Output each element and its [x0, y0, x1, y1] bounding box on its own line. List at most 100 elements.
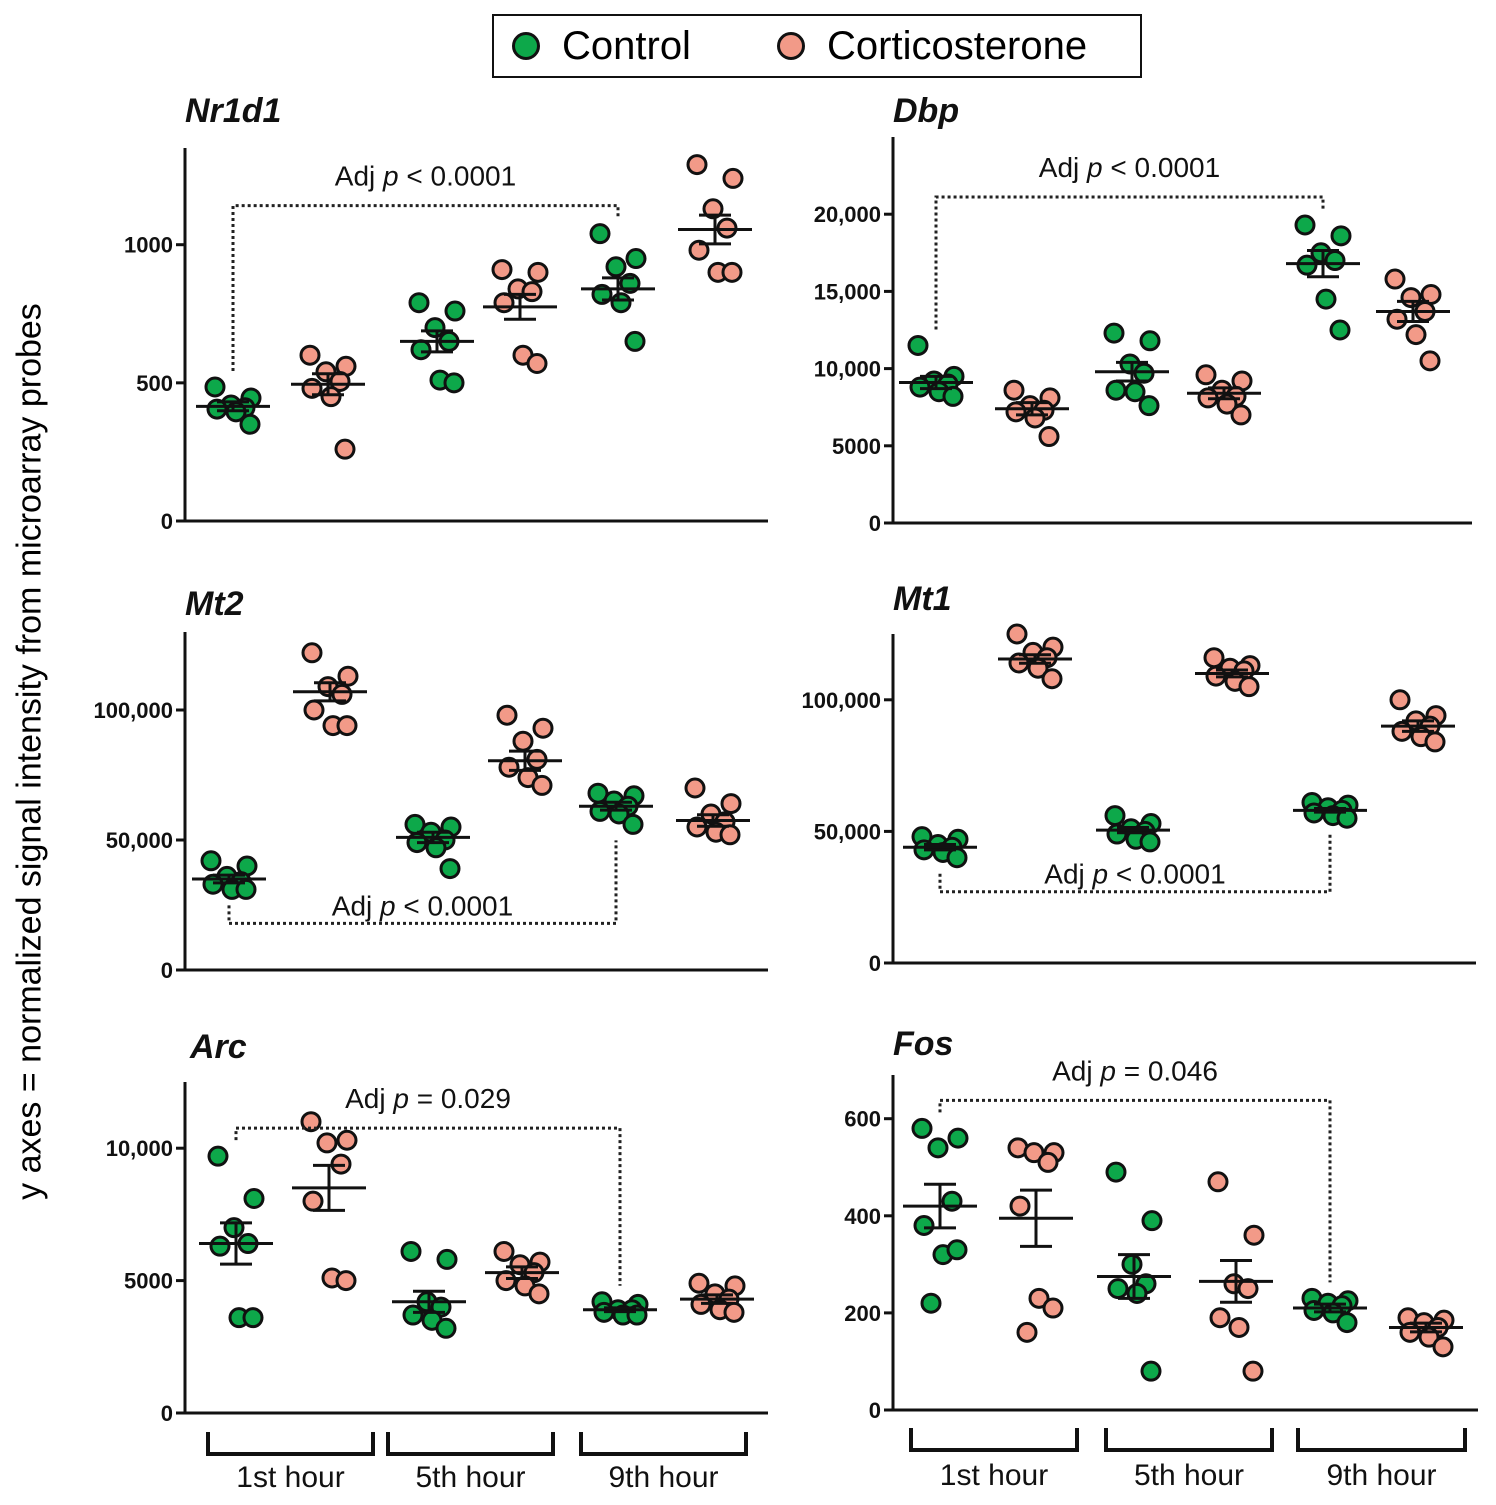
- data-point-corticosterone: [1203, 647, 1225, 669]
- data-point-corticosterone: [303, 699, 325, 721]
- data-point-control: [1103, 322, 1125, 344]
- data-point-control: [625, 248, 647, 270]
- data-point-control: [907, 334, 929, 356]
- y-tick-label: 0: [161, 1401, 173, 1426]
- data-point-corticosterone: [336, 1129, 358, 1151]
- data-point-corticosterone: [1037, 1151, 1059, 1173]
- significance-bracket: [227, 840, 618, 925]
- data-point-control: [1141, 1210, 1163, 1232]
- data-point-corticosterone: [1016, 1321, 1038, 1343]
- data-point-control: [444, 300, 466, 322]
- y-tick-label: 0: [869, 511, 881, 536]
- data-point-corticosterone: [1432, 1336, 1454, 1358]
- time-bracket: [206, 1432, 375, 1456]
- data-point-corticosterone: [1230, 404, 1252, 426]
- significance-label: Adj p = 0.029: [345, 1083, 511, 1114]
- data-point-control: [1294, 214, 1316, 236]
- significance-value: < 0.0001: [1103, 152, 1221, 183]
- data-point-corticosterone: [1003, 379, 1025, 401]
- time-label: 1st hour: [940, 1459, 1048, 1492]
- data-point-corticosterone: [526, 353, 548, 375]
- data-point-control: [946, 1239, 968, 1261]
- legend-item-corticosterone: Corticosterone: [777, 24, 1087, 68]
- data-point-control: [1330, 225, 1352, 247]
- data-point-corticosterone: [1243, 1224, 1265, 1246]
- significance-value: < 0.0001: [1108, 859, 1226, 890]
- data-point-control: [947, 1127, 969, 1149]
- data-point-corticosterone: [1006, 623, 1028, 645]
- data-point-corticosterone: [1424, 731, 1446, 753]
- significance-p: p: [1086, 152, 1103, 183]
- data-point-corticosterone: [1209, 1307, 1231, 1329]
- legend-item-control: Control: [512, 24, 691, 68]
- data-point-corticosterone: [688, 239, 710, 261]
- y-tick-label: 5000: [832, 434, 881, 459]
- y-tick-label: 200: [844, 1301, 881, 1326]
- data-point-corticosterone: [1228, 1316, 1250, 1338]
- data-point-corticosterone: [688, 1272, 710, 1294]
- significance-label: Adj p < 0.0001: [332, 890, 513, 921]
- data-point-control: [1336, 1312, 1358, 1334]
- data-point-corticosterone: [1419, 350, 1441, 372]
- data-point-control: [443, 372, 465, 394]
- data-point-control: [1121, 1253, 1143, 1275]
- time-bracket: [1296, 1428, 1467, 1452]
- data-point-corticosterone: [1195, 364, 1217, 386]
- data-point-control: [1315, 288, 1337, 310]
- data-point-corticosterone: [299, 344, 321, 366]
- panel-title: Mt2: [185, 585, 244, 623]
- legend-control-marker: [512, 32, 540, 60]
- data-point-control: [204, 376, 226, 398]
- significance-p: p: [1099, 1055, 1116, 1086]
- data-point-corticosterone: [493, 292, 515, 314]
- data-point-control: [207, 1145, 229, 1167]
- data-point-corticosterone: [1389, 689, 1411, 711]
- data-point-control: [1139, 831, 1161, 853]
- data-point-corticosterone: [491, 259, 513, 281]
- significance-prefix: Adj: [1044, 859, 1092, 890]
- data-point-corticosterone: [532, 717, 554, 739]
- y-tick-label: 0: [161, 958, 173, 983]
- data-point-control: [239, 413, 261, 435]
- y-tick-label: 0: [161, 509, 173, 534]
- data-point-control: [242, 1307, 264, 1329]
- panel-title: Nr1d1: [185, 92, 281, 130]
- data-point-corticosterone: [496, 704, 518, 726]
- data-point-control: [424, 317, 446, 339]
- time-label: 9th hour: [608, 1461, 718, 1494]
- panel-fos: Fos 0 200 400 600 Adj p = 0.046: [844, 1025, 1478, 1423]
- data-point-corticosterone: [1242, 1360, 1264, 1382]
- panel-mt2: Mt2 0 50,000 100,000 Adj p < 0.0001: [93, 585, 768, 983]
- significance-p: p: [382, 161, 399, 192]
- data-point-corticosterone: [337, 665, 359, 687]
- panel-title: Mt1: [893, 580, 952, 618]
- y-tick-label: 1000: [124, 233, 173, 258]
- data-point-corticosterone: [521, 281, 543, 303]
- y-tick-label: 0: [869, 951, 881, 976]
- data-point-corticosterone: [316, 1132, 338, 1154]
- data-point-control: [436, 1248, 458, 1270]
- legend-control-label: Control: [562, 23, 691, 68]
- data-point-corticosterone: [1038, 426, 1060, 448]
- data-point-corticosterone: [1237, 1278, 1259, 1300]
- y-tick-label: 0: [869, 1398, 881, 1423]
- data-point-corticosterone: [1042, 1297, 1064, 1319]
- data-point-corticosterone: [315, 361, 337, 383]
- data-point-corticosterone: [1400, 287, 1422, 309]
- data-point-corticosterone: [1005, 401, 1027, 423]
- data-point-control: [410, 339, 432, 361]
- data-point-corticosterone: [1023, 1142, 1045, 1164]
- time-label: 1st hour: [236, 1461, 344, 1494]
- data-point-corticosterone: [531, 774, 553, 796]
- y-tick-label: 20,000: [814, 202, 881, 227]
- data-point-control: [1105, 1161, 1127, 1183]
- significance-prefix: Adj: [345, 1083, 393, 1114]
- panel-title: Fos: [893, 1025, 953, 1063]
- data-point-control: [1138, 395, 1160, 417]
- data-point-corticosterone: [684, 777, 706, 799]
- data-point-control: [408, 292, 430, 314]
- data-point-corticosterone: [1024, 407, 1046, 429]
- data-point-control: [439, 858, 461, 880]
- time-label: 5th hour: [415, 1461, 525, 1494]
- significance-value: = 0.029: [409, 1083, 511, 1114]
